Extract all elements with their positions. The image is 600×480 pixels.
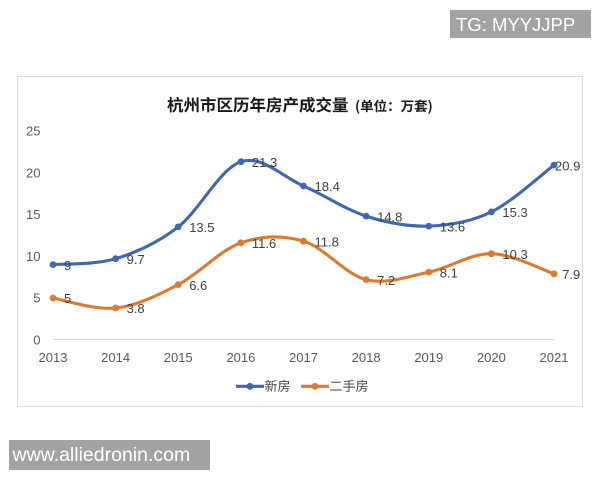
svg-text:9.7: 9.7 bbox=[127, 252, 145, 267]
svg-text:6.6: 6.6 bbox=[189, 278, 207, 293]
svg-text:2016: 2016 bbox=[226, 350, 255, 365]
svg-text:9: 9 bbox=[64, 258, 71, 273]
svg-text:14.8: 14.8 bbox=[377, 209, 402, 224]
svg-text:18.4: 18.4 bbox=[315, 179, 340, 194]
svg-text:15.3: 15.3 bbox=[502, 205, 527, 220]
svg-text:2014: 2014 bbox=[101, 350, 130, 365]
svg-text:2013: 2013 bbox=[39, 350, 68, 365]
svg-text:13.6: 13.6 bbox=[440, 219, 465, 234]
svg-text:11.8: 11.8 bbox=[315, 234, 339, 249]
svg-text:10.3: 10.3 bbox=[502, 247, 527, 262]
svg-text:10: 10 bbox=[26, 249, 40, 264]
svg-text:2021: 2021 bbox=[540, 350, 569, 365]
svg-text:25: 25 bbox=[26, 124, 40, 139]
svg-text:20.9: 20.9 bbox=[555, 158, 580, 173]
svg-text:7.2: 7.2 bbox=[377, 273, 395, 288]
svg-text:7.9: 7.9 bbox=[562, 267, 580, 282]
svg-text:3.8: 3.8 bbox=[127, 301, 145, 316]
svg-text:5: 5 bbox=[64, 291, 71, 306]
svg-text:21.3: 21.3 bbox=[252, 155, 277, 170]
svg-text:2018: 2018 bbox=[352, 350, 381, 365]
svg-text:5: 5 bbox=[33, 291, 40, 306]
svg-text:2019: 2019 bbox=[414, 350, 443, 365]
svg-text:2015: 2015 bbox=[164, 350, 193, 365]
svg-text:8.1: 8.1 bbox=[440, 265, 458, 280]
svg-text:15: 15 bbox=[26, 207, 40, 222]
svg-text:20: 20 bbox=[26, 165, 40, 180]
svg-text:2017: 2017 bbox=[289, 350, 318, 365]
svg-text:2020: 2020 bbox=[477, 350, 506, 365]
svg-text:13.5: 13.5 bbox=[189, 220, 214, 235]
svg-text:0: 0 bbox=[33, 333, 40, 348]
svg-text:11.6: 11.6 bbox=[252, 236, 276, 251]
